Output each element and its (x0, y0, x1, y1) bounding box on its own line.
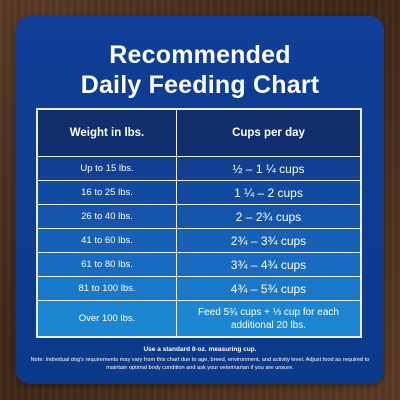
weight-cell: 41 to 60 lbs. (38, 229, 177, 252)
table-row: 81 to 100 lbs. 4¾ – 5¾ cups (38, 277, 360, 301)
cups-cell: ½ – 1 ¼ cups (232, 161, 305, 176)
cups-cell: 4¾ – 5¾ cups (230, 281, 307, 296)
weight-cell: 16 to 25 lbs. (38, 181, 177, 204)
cups-cell: 2 – 2¾ cups (235, 209, 302, 224)
title-line-1: Recommended (109, 41, 291, 69)
header-cups: Cups per day (232, 127, 305, 139)
table-row: 26 to 40 lbs. 2 – 2¾ cups (38, 205, 360, 229)
table-row: 41 to 60 lbs. 2¾ – 3¾ cups (38, 229, 360, 253)
cups-cell: 1 ¼ – 2 cups (234, 185, 303, 200)
weight-cell: 81 to 100 lbs. (38, 277, 177, 300)
table-row: Over 100 lbs. Feed 5¾ cups + ⅓ cup for e… (38, 301, 360, 336)
cups-cell: Feed 5¾ cups + ⅓ cup for each additional… (198, 306, 339, 331)
weight-cell: Up to 15 lbs. (38, 157, 177, 180)
cups-cell: 3¾ – 4¾ cups (230, 257, 307, 272)
title-line-2: Daily Feeding Chart (80, 71, 320, 99)
weight-cell: 26 to 40 lbs. (38, 205, 177, 228)
table-row: 16 to 25 lbs. 1 ¼ – 2 cups (38, 181, 360, 205)
weight-cell: 61 to 80 lbs. (38, 253, 177, 276)
table-header-row: Weight in lbs. Cups per day (38, 110, 360, 157)
table-row: Up to 15 lbs. ½ – 1 ¼ cups (38, 157, 360, 181)
measuring-cup-note: Use a standard 8-oz. measuring cup. (143, 346, 257, 353)
feeding-chart-card: Recommended Daily Feeding Chart Weight i… (16, 16, 384, 384)
weight-cell: Over 100 lbs. (38, 301, 177, 336)
disclaimer-note: Note: Individual dog's requirements may … (30, 357, 370, 371)
table-row: 61 to 80 lbs. 3¾ – 4¾ cups (38, 253, 360, 277)
header-weight: Weight in lbs. (38, 110, 177, 156)
cups-cell: 2¾ – 3¾ cups (230, 233, 307, 248)
feeding-table: Weight in lbs. Cups per day Up to 15 lbs… (36, 108, 362, 338)
